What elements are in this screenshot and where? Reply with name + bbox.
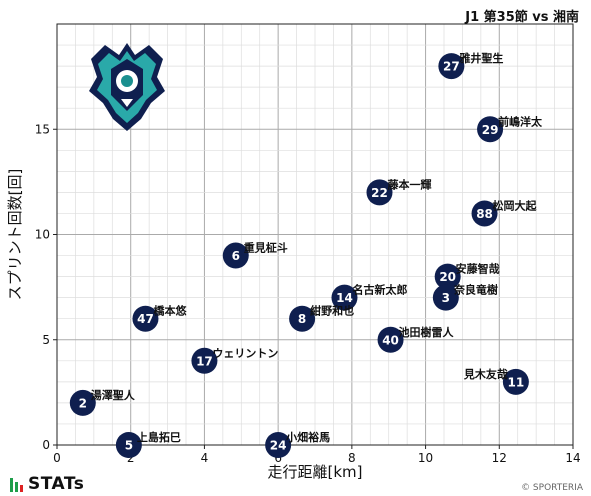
player-point: 2 湯澤聖人	[69, 388, 136, 416]
player-name: 雅井聖生	[459, 51, 503, 65]
y-axis-label: スプリント回数[回]	[6, 169, 24, 301]
player-number: 14	[336, 291, 353, 305]
player-name: 安藤智哉	[456, 262, 500, 276]
player-number: 20	[439, 270, 456, 284]
y-tick-label: 0	[42, 438, 50, 452]
player-marker	[289, 305, 316, 332]
player-name: 重見柾斗	[244, 241, 288, 255]
player-point: 5 上島拓巳	[115, 430, 181, 458]
player-name: 小畑裕馬	[285, 430, 330, 444]
player-marker	[132, 305, 159, 332]
player-marker	[471, 200, 498, 227]
x-tick-label: 2	[127, 451, 135, 465]
player-name: ウェリントン	[212, 347, 278, 360]
y-tick-label: 5	[42, 333, 50, 347]
player-point: 6 重見柾斗	[222, 241, 288, 269]
player-marker	[432, 284, 459, 311]
player-marker	[115, 432, 142, 458]
player-marker	[438, 53, 465, 80]
stats-bars-icon	[10, 478, 23, 492]
player-name: 見木友哉	[463, 367, 508, 381]
player-marker	[191, 347, 218, 374]
player-number: 40	[382, 333, 399, 347]
player-point: 8 紺野和也	[289, 304, 354, 332]
player-name: 湯澤聖人	[91, 388, 136, 402]
x-tick-label: 8	[348, 451, 356, 465]
player-marker	[265, 432, 292, 458]
x-tick-label: 14	[565, 451, 580, 465]
player-number: 17	[196, 354, 213, 368]
data-points: 27雅井聖生29前嶋洋太22藤本一輝88松岡大起6重見柾斗20安藤智哉3奈良竜樹…	[69, 51, 543, 458]
player-name: 池田樹雷人	[399, 325, 455, 339]
player-number: 88	[476, 207, 493, 221]
player-number: 11	[508, 375, 525, 389]
player-marker	[434, 263, 461, 290]
player-marker	[69, 389, 96, 416]
player-number: 2	[79, 396, 87, 410]
x-tick-label: 12	[492, 451, 507, 465]
player-number: 24	[270, 439, 287, 453]
player-name: 松岡大起	[493, 198, 538, 212]
x-tick-label: 4	[201, 451, 209, 465]
player-name: 前嶋洋太	[498, 114, 543, 128]
stats-logo: STATs	[10, 474, 84, 494]
player-name: 上島拓巳	[137, 430, 181, 444]
player-number: 6	[232, 249, 240, 263]
player-marker	[477, 116, 504, 143]
stats-brand: STATs	[28, 474, 85, 494]
player-name: 橋本悠	[153, 304, 187, 318]
player-name: 紺野和也	[310, 304, 354, 318]
player-marker	[331, 284, 358, 311]
player-number: 29	[482, 123, 499, 137]
player-number: 27	[443, 60, 460, 74]
player-name: 奈良竜樹	[453, 283, 498, 297]
y-tick-label: 10	[35, 228, 50, 242]
player-number: 8	[298, 312, 306, 326]
player-number: 22	[371, 186, 388, 200]
y-tick-label: 15	[35, 122, 50, 136]
match-title: J1 第35節 vs 湘南	[465, 10, 579, 25]
player-name: 名古新太郎	[352, 283, 407, 297]
club-emblem	[89, 43, 165, 131]
player-number: 3	[442, 291, 450, 305]
x-tick-label: 10	[418, 451, 433, 465]
player-marker	[502, 368, 529, 395]
copyright: © SPORTERIA	[521, 483, 583, 493]
player-number: 47	[137, 312, 154, 326]
player-number: 5	[125, 439, 133, 453]
player-marker	[377, 326, 404, 353]
x-tick-label: 0	[53, 451, 61, 465]
player-marker	[222, 242, 249, 269]
axis-ticks: 02468101214051015	[35, 122, 581, 465]
x-axis-label: 走行距離[km]	[267, 463, 362, 481]
player-name: 藤本一輝	[388, 177, 432, 191]
player-marker	[366, 179, 393, 206]
